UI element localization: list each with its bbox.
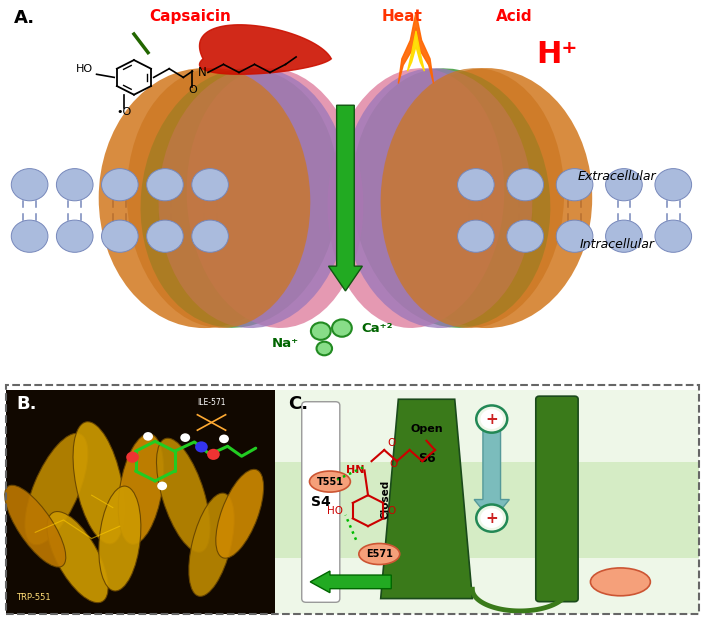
Bar (6, 390, 275, 614)
Circle shape (507, 220, 544, 253)
Text: H⁺: H⁺ (537, 40, 577, 69)
Text: O: O (388, 506, 396, 516)
Circle shape (147, 220, 183, 253)
FancyBboxPatch shape (536, 396, 578, 602)
Ellipse shape (591, 568, 650, 595)
Circle shape (556, 220, 593, 253)
Ellipse shape (187, 68, 363, 328)
Circle shape (606, 220, 642, 253)
Circle shape (11, 220, 48, 253)
Polygon shape (398, 12, 434, 84)
Ellipse shape (359, 543, 400, 565)
Ellipse shape (99, 68, 310, 328)
Circle shape (56, 220, 93, 253)
Text: Heat: Heat (381, 9, 422, 24)
Text: T551: T551 (317, 477, 343, 487)
Text: TRP-551: TRP-551 (16, 594, 51, 602)
Circle shape (317, 342, 332, 355)
Text: S4: S4 (311, 495, 331, 509)
Ellipse shape (189, 493, 234, 596)
Circle shape (477, 405, 508, 433)
Circle shape (477, 504, 508, 532)
Ellipse shape (328, 68, 504, 328)
Bar (275, 390, 699, 614)
Text: Acid: Acid (496, 9, 533, 24)
Text: HO: HO (327, 506, 343, 516)
Text: HN: HN (346, 465, 364, 475)
Polygon shape (381, 399, 472, 599)
FancyArrow shape (329, 105, 362, 291)
Text: •O: •O (116, 107, 132, 117)
Circle shape (157, 482, 167, 490)
Circle shape (556, 168, 593, 201)
Circle shape (606, 168, 642, 201)
Circle shape (207, 449, 220, 460)
Circle shape (11, 168, 48, 201)
Ellipse shape (118, 434, 164, 544)
Circle shape (458, 220, 494, 253)
Ellipse shape (381, 68, 592, 328)
Circle shape (102, 220, 138, 253)
Ellipse shape (25, 433, 88, 545)
Ellipse shape (216, 469, 264, 558)
Ellipse shape (342, 68, 532, 328)
FancyArrow shape (474, 428, 509, 521)
Circle shape (481, 508, 503, 528)
Text: O: O (188, 85, 197, 95)
FancyArrow shape (310, 571, 391, 593)
Ellipse shape (157, 438, 210, 552)
Text: HO: HO (76, 64, 93, 74)
Ellipse shape (381, 68, 564, 328)
Circle shape (192, 220, 228, 253)
Circle shape (180, 433, 190, 442)
Circle shape (481, 409, 503, 429)
Ellipse shape (127, 68, 310, 328)
Text: B.: B. (16, 395, 37, 413)
Circle shape (655, 220, 692, 253)
Ellipse shape (352, 68, 551, 328)
Text: Extracellular: Extracellular (577, 170, 656, 183)
Text: Na⁺: Na⁺ (272, 337, 299, 350)
Bar (0, 0, 705, 381)
Text: E571: E571 (366, 549, 393, 559)
Text: +: + (485, 412, 498, 426)
Text: N: N (197, 66, 206, 79)
Text: O: O (389, 459, 398, 469)
Ellipse shape (140, 68, 339, 328)
Circle shape (458, 168, 494, 201)
Circle shape (126, 452, 139, 463)
Text: S6: S6 (417, 452, 436, 465)
Text: Open: Open (410, 424, 443, 434)
Circle shape (102, 168, 138, 201)
Circle shape (192, 168, 228, 201)
Bar (275, 462, 699, 558)
Circle shape (56, 168, 93, 201)
Text: Closed: Closed (381, 479, 391, 519)
Circle shape (311, 322, 331, 340)
Text: ILE-571: ILE-571 (197, 399, 226, 407)
Polygon shape (200, 25, 331, 74)
Polygon shape (407, 31, 424, 71)
Ellipse shape (47, 511, 108, 603)
Ellipse shape (309, 471, 350, 492)
Text: Intracellular: Intracellular (580, 238, 654, 251)
Circle shape (655, 168, 692, 201)
Circle shape (195, 441, 208, 452)
Text: O: O (387, 438, 396, 448)
Text: +: + (485, 511, 498, 526)
Ellipse shape (99, 486, 141, 591)
Text: C.: C. (288, 395, 308, 413)
Circle shape (507, 168, 544, 201)
Ellipse shape (73, 422, 124, 544)
Text: A.: A. (14, 9, 35, 27)
Ellipse shape (159, 68, 349, 328)
Circle shape (219, 435, 229, 443)
Circle shape (332, 319, 352, 337)
Circle shape (147, 168, 183, 201)
FancyBboxPatch shape (302, 402, 340, 602)
Text: Ca⁺²: Ca⁺² (362, 321, 393, 335)
Circle shape (143, 432, 153, 441)
Ellipse shape (5, 485, 66, 567)
Text: Capsaicin: Capsaicin (149, 9, 231, 24)
